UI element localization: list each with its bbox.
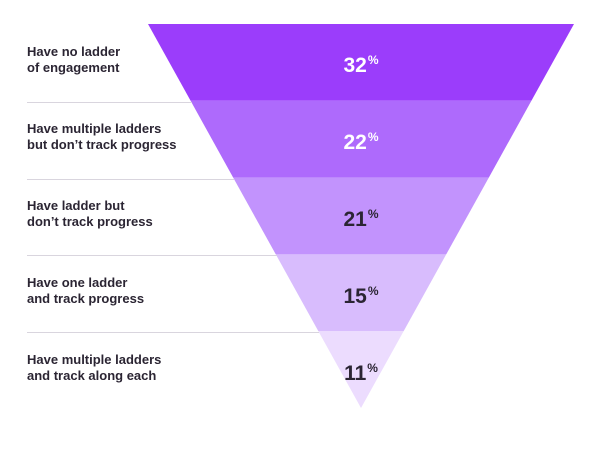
value-unit: % bbox=[367, 360, 378, 375]
value-unit: % bbox=[367, 53, 379, 68]
funnel-segment bbox=[318, 331, 404, 408]
funnel-segment bbox=[233, 177, 489, 255]
value-number: 15 bbox=[343, 284, 367, 308]
value-label: 15% bbox=[331, 279, 391, 308]
category-label: Have ladder but don’t track progress bbox=[27, 198, 153, 229]
value-unit: % bbox=[367, 130, 379, 145]
value-number: 32 bbox=[343, 54, 367, 78]
row-divider bbox=[27, 255, 277, 257]
row-divider bbox=[27, 101, 192, 103]
value-label: 32% bbox=[331, 48, 391, 77]
row-divider bbox=[27, 178, 235, 180]
value-label: 11% bbox=[331, 356, 391, 385]
value-unit: % bbox=[367, 283, 379, 298]
value-number: 11 bbox=[344, 361, 367, 385]
value-number: 22 bbox=[343, 131, 367, 155]
funnel-segment bbox=[190, 100, 532, 178]
value-number: 21 bbox=[343, 208, 367, 231]
row-divider bbox=[27, 332, 320, 334]
category-label: Have no ladder of engagement bbox=[27, 44, 121, 76]
category-label: Have multiple ladders and track along ea… bbox=[27, 351, 162, 383]
category-label: Have multiple ladders but don’t track pr… bbox=[27, 121, 177, 153]
value-unit: % bbox=[367, 207, 379, 221]
funnel-segment bbox=[148, 24, 574, 101]
category-label: Have one ladder and track progress bbox=[27, 274, 145, 306]
value-label: 21% bbox=[331, 202, 391, 231]
funnel-segment bbox=[275, 254, 447, 332]
value-label: 22% bbox=[331, 125, 391, 154]
